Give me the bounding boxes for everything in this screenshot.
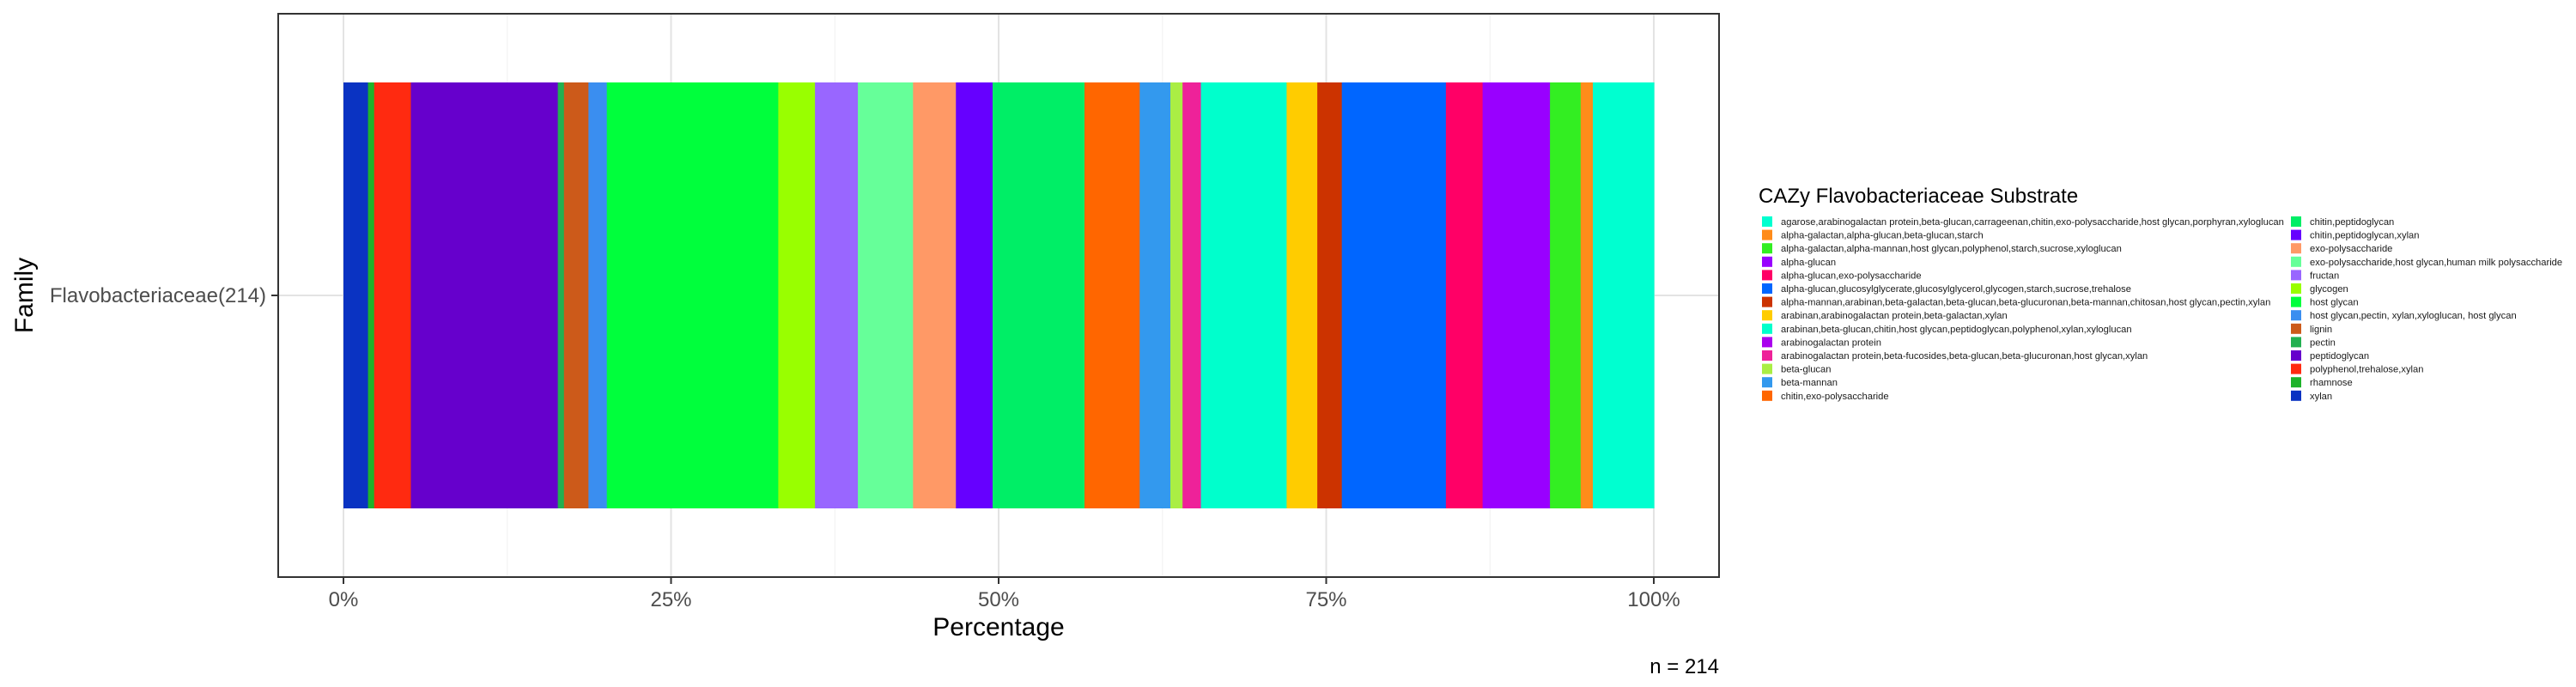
legend-swatch — [2291, 256, 2301, 267]
legend-swatch — [2291, 229, 2301, 240]
legend-swatch — [2291, 243, 2301, 254]
bar-segment-20-arabinan-arabinogalactan-protein-beta-ga — [1286, 82, 1318, 508]
x-tick-label: 100% — [1627, 588, 1680, 611]
legend-swatch — [2291, 296, 2301, 307]
legend-label: host glycan,pectin, xylan,xyloglucan, ho… — [2310, 311, 2517, 321]
bar-segment-24-alpha-glucan — [1482, 82, 1551, 508]
legend-label: arabinan,beta-glucan,chitin,host glycan,… — [1781, 325, 2132, 335]
bar-segment-14-chitin-peptidoglycan — [992, 82, 1085, 508]
legend: CAZy Flavobacteriaceae Substrate agarose… — [1759, 185, 2562, 402]
legend-label: beta-mannan — [1781, 378, 1838, 388]
bar-segment-15-chitin-exo-polysaccharide — [1084, 82, 1140, 508]
bar-segment-25-alpha-galactan-alpha-mannan-host-glycan- — [1550, 82, 1582, 508]
bar-segment-21-alpha-mannan-arabinan-beta-galactan-beta — [1317, 82, 1343, 508]
legend-swatch — [2291, 350, 2301, 361]
legend-swatch — [2291, 310, 2301, 321]
axes: 0% 25% 50% 75% 100% Flavobacteriaceae(214) — [50, 284, 1680, 611]
legend-swatch — [1762, 350, 1772, 361]
legend-label: polyphenol,trehalose,xylan — [2310, 365, 2423, 375]
x-tick-label: 25% — [650, 588, 691, 611]
bar-segment-8-host-glycan — [606, 82, 779, 508]
legend-swatch — [1762, 216, 1772, 227]
legend-swatch — [1762, 296, 1772, 307]
legend-swatch — [1762, 270, 1772, 281]
legend-swatch — [1762, 310, 1772, 321]
legend-label: agarose,arabinogalactan protein,beta-glu… — [1781, 217, 2284, 228]
legend-label: chitin,exo-polysaccharide — [1781, 392, 1889, 402]
bar-segment-13-chitin-peptidoglycan-xylan — [956, 82, 993, 508]
legend-swatch — [1762, 243, 1772, 254]
bar-segment-19-arabinan-beta-glucan-chitin-host-glycan- — [1200, 82, 1287, 508]
bar-segment-2-rhamnose — [368, 82, 375, 508]
legend-swatch — [1762, 363, 1772, 374]
legend-label: xylan — [2310, 392, 2332, 402]
bar-segment-22-alpha-glucan-glucosylglycerate-glucosylg — [1341, 82, 1447, 508]
x-tick-label: 0% — [329, 588, 359, 611]
legend-label: exo-polysaccharide,host glycan,human mil… — [2310, 258, 2562, 268]
bar-segment-6-lignin — [563, 82, 589, 508]
legend-label: chitin,peptidoglycan,xylan — [2310, 231, 2420, 241]
legend-swatch — [1762, 377, 1772, 388]
legend-label: arabinogalactan protein,beta-fucosides,b… — [1781, 351, 2148, 362]
legend-swatch — [1762, 323, 1772, 334]
legend-label: alpha-galactan,alpha-glucan,beta-glucan,… — [1781, 231, 1984, 241]
bar-segment-7-host-glycan-pectin-xylan-xyloglucan-host — [588, 82, 608, 508]
legend-swatch — [2291, 377, 2301, 388]
legend-label: alpha-glucan,glucosylglycerate,glucosylg… — [1781, 284, 2131, 295]
sample-count-note: n = 214 — [1649, 655, 1719, 678]
legend-swatch — [2291, 337, 2301, 348]
legend-swatch — [1762, 283, 1772, 294]
bar-segment-3-polyphenol-trehalose-xylan — [374, 82, 412, 508]
legend-swatch — [2291, 363, 2301, 374]
legend-swatch — [1762, 229, 1772, 240]
x-tick-label: 50% — [978, 588, 1019, 611]
bar-segment-26-alpha-galactan-alpha-glucan-beta-glucan- — [1580, 82, 1594, 508]
legend-label: glycogen — [2310, 284, 2348, 295]
legend-title: CAZy Flavobacteriaceae Substrate — [1759, 185, 2078, 208]
legend-swatch — [1762, 390, 1772, 401]
legend-label: alpha-glucan,exo-polysaccharide — [1781, 271, 1922, 281]
legend-swatch — [2291, 323, 2301, 334]
legend-label: beta-glucan — [1781, 365, 1831, 375]
legend-label: alpha-glucan — [1781, 258, 1836, 268]
legend-swatch — [1762, 337, 1772, 348]
legend-label: fructan — [2310, 271, 2339, 281]
bar-segment-10-fructan — [815, 82, 859, 508]
bar-segment-27-agarose-arabinogalactan-protein-beta-glu — [1593, 82, 1655, 508]
legend-label: arabinogalactan protein — [1781, 337, 1881, 348]
bar-segment-11-exo-polysaccharide-host-glycan-human-mil — [858, 82, 914, 508]
legend-swatch — [2291, 390, 2301, 401]
bar-segments — [343, 82, 1655, 508]
legend-label: exo-polysaccharide — [2310, 244, 2392, 254]
legend-swatch — [2291, 216, 2301, 227]
legend-label: chitin,peptidoglycan — [2310, 217, 2394, 228]
x-tick-label: 75% — [1305, 588, 1346, 611]
legend-label: pectin — [2310, 337, 2336, 348]
legend-label: rhamnose — [2310, 378, 2353, 388]
bar-segment-16-beta-mannan — [1139, 82, 1171, 508]
y-axis-title: Family — [10, 258, 39, 333]
legend-label: arabinan,arabinogalactan protein,beta-ga… — [1781, 311, 2008, 321]
legend-swatch — [2291, 283, 2301, 294]
bar-segment-18-arabinogalactan-protein-beta-fucosides-b — [1182, 82, 1202, 508]
y-tick-label: Flavobacteriaceae(214) — [50, 284, 266, 307]
bar-segment-1-xylan — [343, 82, 369, 508]
legend-label: alpha-mannan,arabinan,beta-galactan,beta… — [1781, 298, 2270, 308]
bar-segment-17-beta-glucan — [1170, 82, 1183, 508]
bar-segment-9-glycogen — [778, 82, 816, 508]
legend-label: alpha-galactan,alpha-mannan,host glycan,… — [1781, 244, 2122, 254]
bar-segment-5-pectin — [557, 82, 565, 508]
legend-label: peptidoglycan — [2310, 351, 2369, 362]
legend-items: agarose,arabinogalactan protein,beta-glu… — [1762, 216, 2562, 402]
legend-swatch — [2291, 270, 2301, 281]
bar-segment-23-alpha-glucan-exo-polysaccharide — [1445, 82, 1484, 508]
bar-segment-4-peptidoglycan — [410, 82, 559, 508]
bar-segment-12-exo-polysaccharide — [913, 82, 957, 508]
x-axis-title: Percentage — [933, 613, 1064, 641]
legend-swatch — [1762, 256, 1772, 267]
legend-label: lignin — [2310, 325, 2332, 335]
legend-label: host glycan — [2310, 298, 2359, 308]
